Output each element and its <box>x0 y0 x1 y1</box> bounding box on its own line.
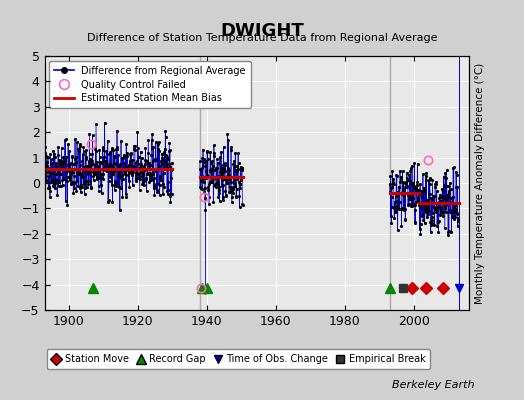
Legend: Difference from Regional Average, Quality Control Failed, Estimated Station Mean: Difference from Regional Average, Qualit… <box>49 61 251 108</box>
Text: Berkeley Earth: Berkeley Earth <box>392 380 474 390</box>
Text: DWIGHT: DWIGHT <box>220 22 304 40</box>
Legend: Station Move, Record Gap, Time of Obs. Change, Empirical Break: Station Move, Record Gap, Time of Obs. C… <box>47 350 430 369</box>
Y-axis label: Monthly Temperature Anomaly Difference (°C): Monthly Temperature Anomaly Difference (… <box>475 62 485 304</box>
Text: Difference of Station Temperature Data from Regional Average: Difference of Station Temperature Data f… <box>87 33 437 43</box>
